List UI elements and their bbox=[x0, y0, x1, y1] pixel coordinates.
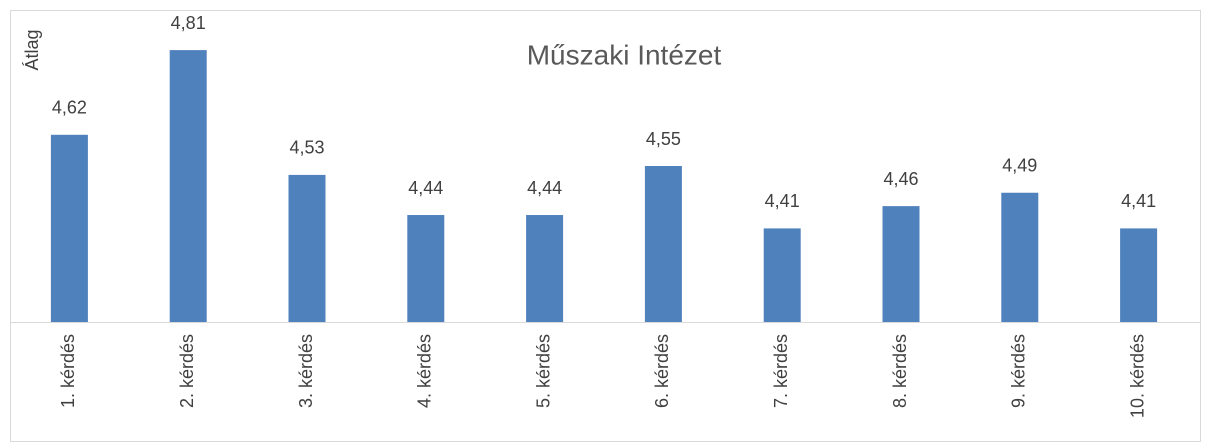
bar bbox=[1120, 228, 1158, 322]
x-tick-label: 2. kérdés bbox=[177, 334, 197, 408]
value-label: 4,55 bbox=[646, 129, 681, 149]
value-label: 4,41 bbox=[765, 191, 800, 211]
bar bbox=[882, 206, 920, 322]
x-tick-label: 10. kérdés bbox=[1127, 334, 1147, 418]
y-axis-label: Átlag bbox=[22, 29, 42, 70]
value-label: 4,44 bbox=[527, 178, 562, 198]
bar bbox=[644, 166, 682, 322]
chart-border bbox=[10, 10, 1201, 442]
bar bbox=[526, 215, 564, 322]
x-tick-label: 4. kérdés bbox=[415, 334, 435, 408]
value-label: 4,49 bbox=[1002, 155, 1037, 175]
bar bbox=[50, 134, 88, 322]
value-label: 4,41 bbox=[1121, 191, 1156, 211]
value-label: 4,62 bbox=[52, 98, 87, 118]
x-tick-label: 3. kérdés bbox=[296, 334, 316, 408]
bar bbox=[407, 215, 445, 322]
x-tick-label: 1. kérdés bbox=[58, 334, 78, 408]
value-label: 4,53 bbox=[289, 138, 324, 158]
x-tick-label: 8. kérdés bbox=[890, 334, 910, 408]
bar bbox=[169, 50, 207, 322]
bar bbox=[288, 174, 326, 322]
x-tick-label: 6. kérdés bbox=[652, 334, 672, 408]
x-tick-label: 7. kérdés bbox=[771, 334, 791, 408]
value-label: 4,46 bbox=[883, 169, 918, 189]
value-label: 4,44 bbox=[408, 178, 443, 198]
bar bbox=[763, 228, 801, 322]
value-label: 4,81 bbox=[171, 13, 206, 33]
x-tick-label: 5. kérdés bbox=[533, 334, 553, 408]
bar bbox=[1001, 192, 1039, 322]
x-tick-label: 9. kérdés bbox=[1009, 334, 1029, 408]
chart-title: Műszaki Intézet bbox=[527, 39, 722, 70]
